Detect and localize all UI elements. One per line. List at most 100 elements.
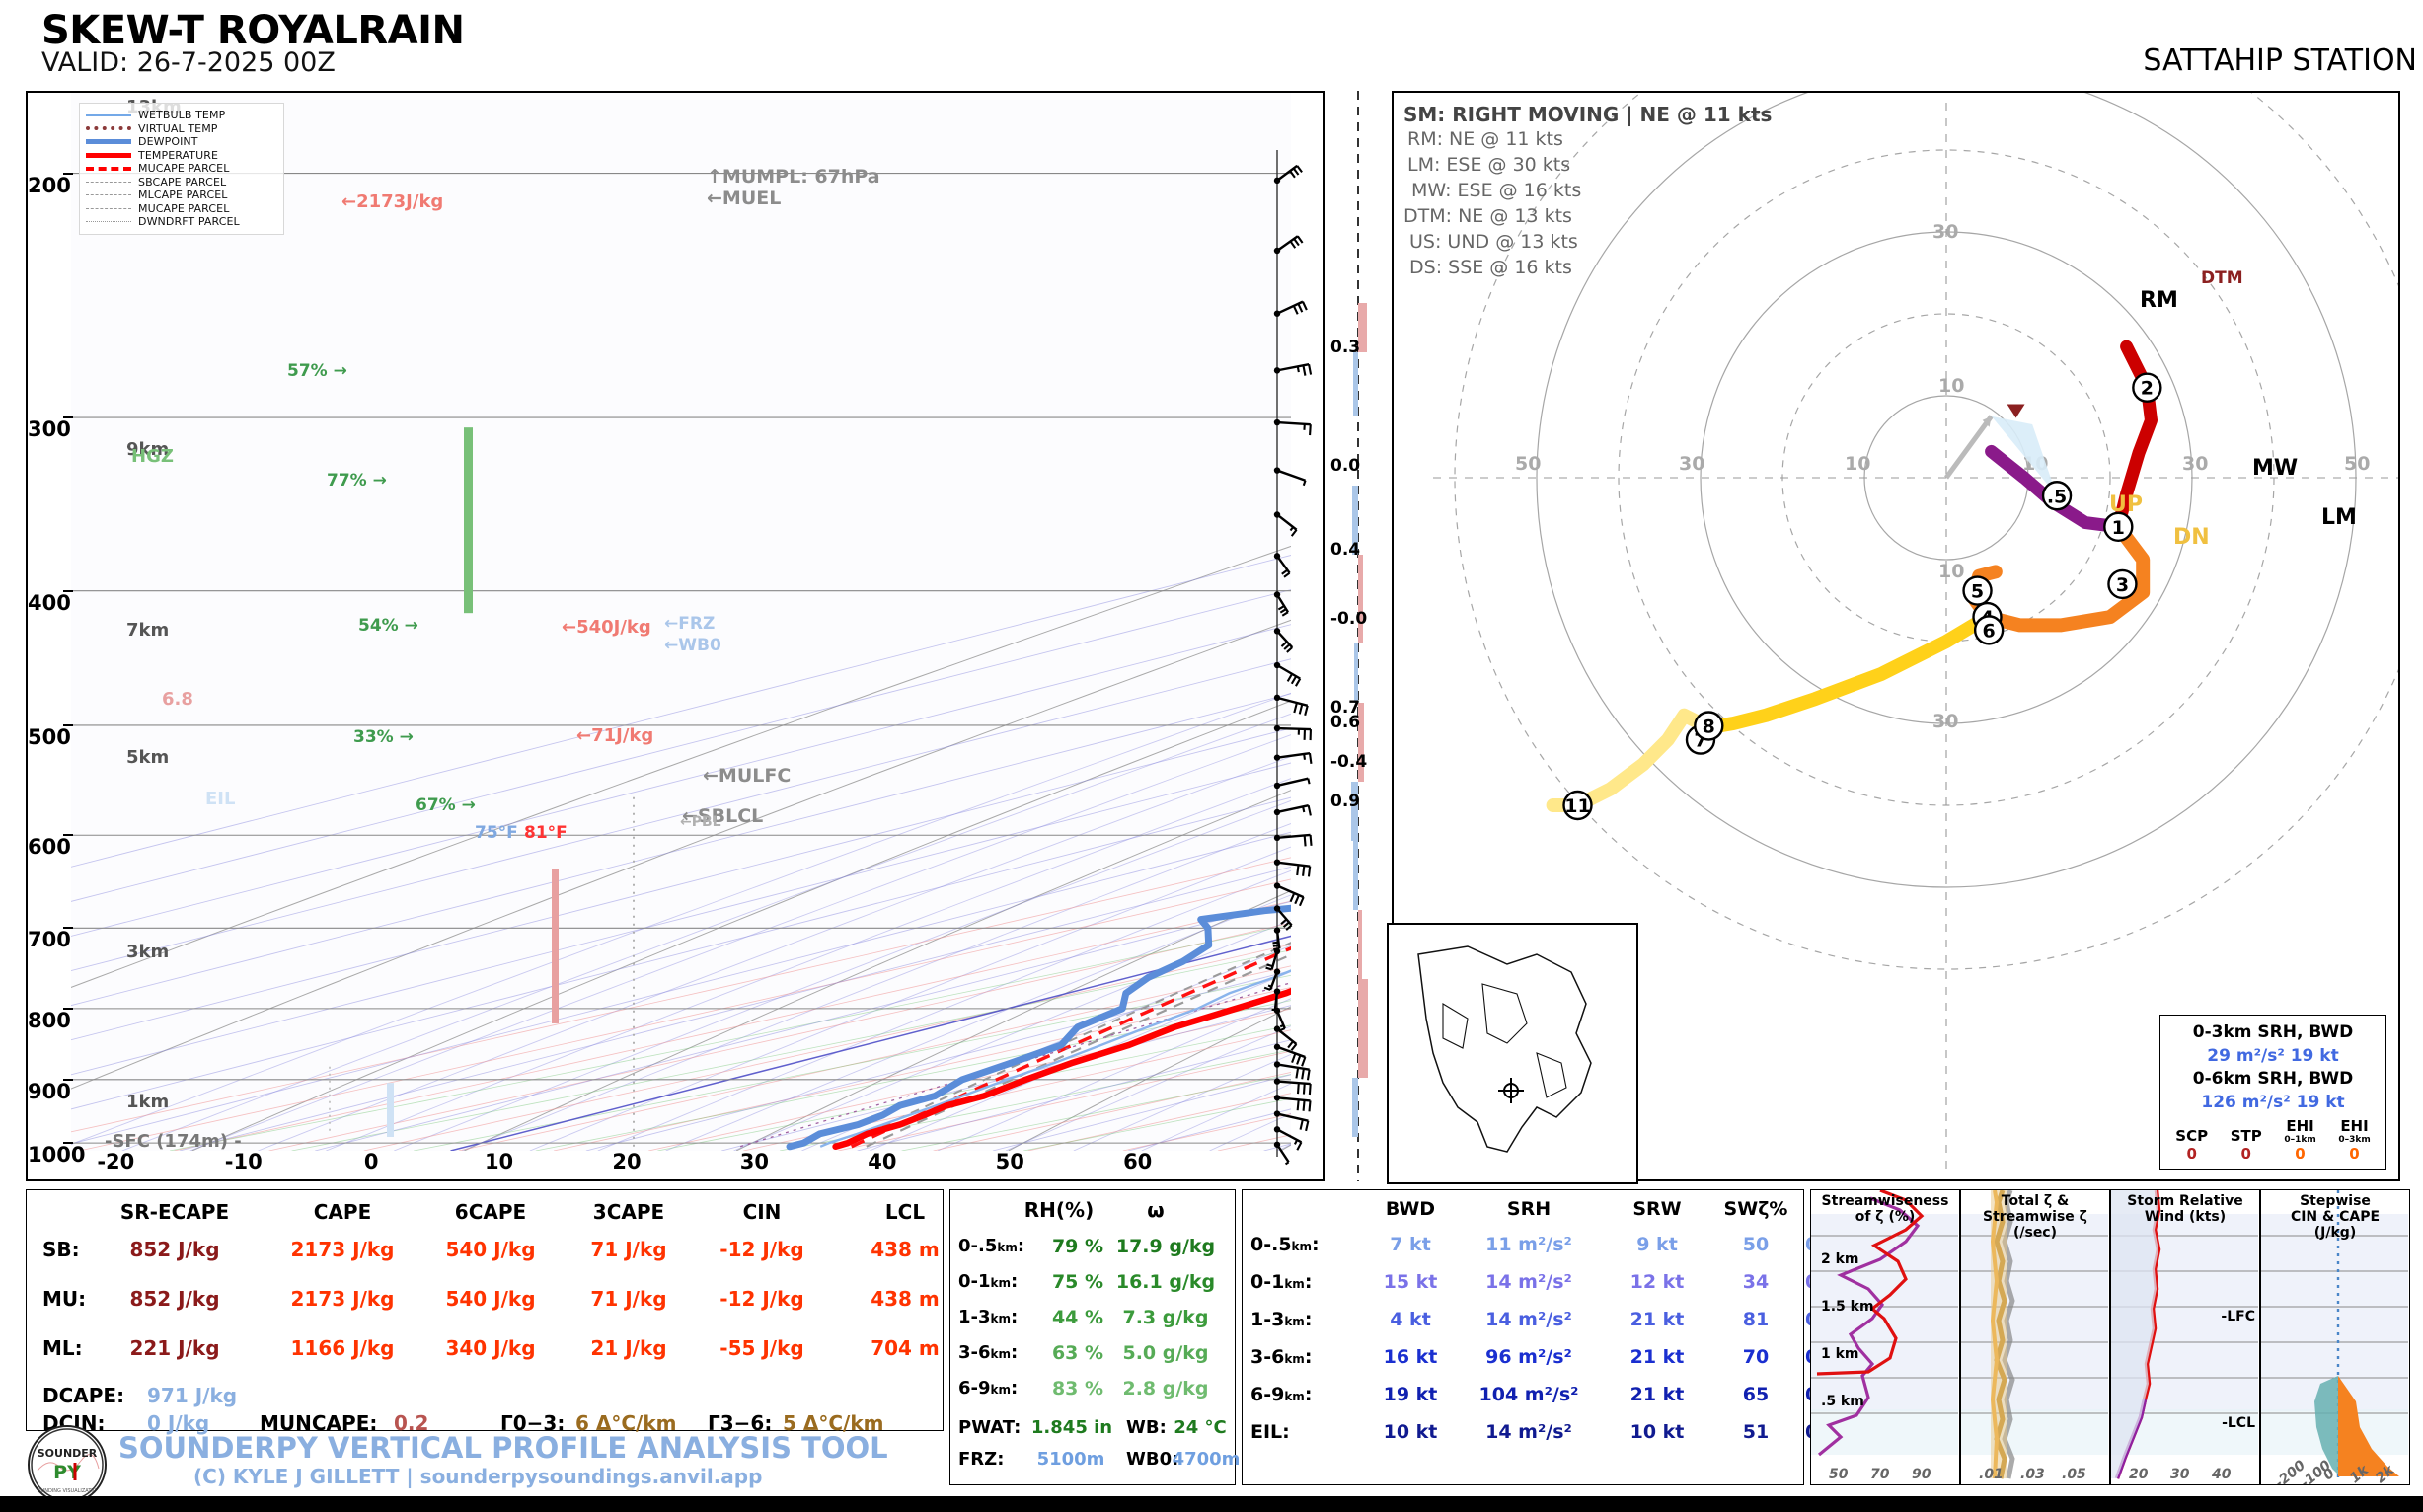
thermo-extra-value: 5 Δ°C/km	[783, 1411, 884, 1435]
svg-text:6: 6	[1983, 620, 1996, 642]
storm-motion-line: LM: ESE @ 30 kts	[1407, 154, 1571, 176]
sblcl-label: ←SBLCL	[682, 805, 764, 827]
pressure-label: 300	[28, 417, 71, 442]
kinematics-cell: 15 kt	[1383, 1271, 1438, 1293]
muel-label: ←MUEL	[707, 188, 782, 209]
wind-barb	[1273, 511, 1298, 537]
thermo-cell: 340 J/kg	[445, 1336, 536, 1360]
thermo-extra-value: 0 J/kg	[147, 1411, 210, 1435]
moisture-mixing-ratio-value: 17.9 g/kg	[1115, 1236, 1216, 1257]
wind-barb	[1273, 362, 1313, 376]
wind-barb	[1273, 1078, 1312, 1096]
moisture-rh-value: 83 %	[1051, 1378, 1104, 1399]
composite-index-cell: EHI 0–3km 0	[2338, 1117, 2370, 1163]
legend-label: DWNDRFT PARCEL	[138, 215, 240, 229]
kinematics-cell: 65	[1742, 1384, 1770, 1405]
skewt-diagram	[71, 93, 1291, 1151]
surface-dewpoint-label: 75°F	[475, 823, 518, 843]
wind-barb	[1273, 591, 1290, 617]
station-name: SATTAHIP STATION	[2143, 43, 2417, 78]
composite-index-value: 0	[2186, 1145, 2197, 1163]
wind-barbs	[1263, 150, 1313, 1166]
micro-panel-height-label: -LFC	[2221, 1309, 2255, 1324]
hodograph-ring-label: 50	[1515, 453, 1541, 475]
wind-barb	[1273, 235, 1304, 255]
hodograph-ring-label: 10	[1845, 453, 1870, 475]
legend-item: TEMPERATURE	[86, 149, 277, 163]
moisture-row-label: 0-.5km:	[958, 1236, 1025, 1256]
hodograph-ring-label: 10	[1938, 561, 1964, 582]
hodograph-height-marker: 5	[1962, 575, 1993, 606]
pressure-tick	[63, 1142, 73, 1145]
pressure-label: 900	[28, 1079, 71, 1103]
hodograph-ring-label: 30	[1932, 221, 1958, 243]
wind-barb	[1265, 947, 1281, 971]
rh-annotation: 54% →	[358, 616, 418, 636]
kinematics-cell: 19 kt	[1383, 1384, 1438, 1405]
kinematics-column-header: BWD	[1385, 1198, 1436, 1220]
micro-panel-title-line: of ζ (%)	[1855, 1209, 1916, 1226]
omega-value-label: 0.9	[1330, 792, 1361, 811]
micro-panel-axis-label: 50	[1829, 1467, 1849, 1482]
thermo-row-label: SB:	[42, 1238, 80, 1261]
thermo-cell: 221 J/kg	[129, 1336, 220, 1360]
kinematics-cell: 96 m²/s²	[1485, 1346, 1572, 1368]
kinematics-cell: 51	[1742, 1421, 1770, 1443]
micro-panel-axis-label: 40	[2212, 1467, 2232, 1482]
hodograph-height-marker: 6	[1973, 615, 2005, 645]
mulfc-label: ←MULFC	[703, 765, 792, 787]
skewt-panel[interactable]: 200 300 400 500 600 700 800 900 1000 -20 -10 0 10 20 3…	[26, 91, 1338, 1181]
omega-value-label: 0.4	[1330, 540, 1361, 560]
moisture-footer-value: 4700m	[1172, 1449, 1241, 1470]
moisture-column-header: RH(%)	[1023, 1198, 1095, 1222]
omega-value-label: 0.7	[1330, 698, 1361, 718]
thermo-row-label: MU:	[42, 1287, 87, 1311]
hodograph-tag: UP	[2109, 492, 2143, 517]
rh-annotation: 33% →	[353, 727, 414, 747]
thermo-cell: -55 J/kg	[719, 1336, 804, 1360]
micro-panel-title-line: Streamwiseness	[1821, 1193, 1949, 1209]
wind-barb	[1272, 927, 1281, 951]
micro-panel-axis-label: 20	[2129, 1467, 2149, 1482]
svg-text:PY: PY	[53, 1462, 81, 1483]
wind-barb	[1273, 661, 1302, 687]
svg-text:SOUNDER: SOUNDER	[38, 1447, 98, 1460]
bottom-bar	[0, 1496, 2423, 1512]
rh-annotation: 57% →	[287, 361, 347, 381]
storm-motion-line: DS: SSE @ 16 kts	[1409, 257, 1572, 278]
wind-barb	[1273, 300, 1308, 317]
wind-barb	[1273, 1126, 1303, 1151]
svg-text:.5: .5	[2047, 486, 2067, 507]
micro-panel-axis-label: .03	[2020, 1467, 2045, 1482]
legend-swatch	[86, 166, 131, 171]
storm-relative-wind-panel: Storm Relative Wind (kts) 20 30 40 -LFC -LCL	[2110, 1189, 2260, 1485]
legend-label: TEMPERATURE	[138, 148, 219, 162]
wind-barb	[1273, 724, 1312, 741]
thermo-column-header: 6CAPE	[454, 1200, 527, 1224]
kinematics-cell: 14 m²/s²	[1485, 1309, 1572, 1330]
composite-index-cell: EHI 0–1km 0	[2284, 1117, 2315, 1163]
moisture-column-header: ω	[1147, 1198, 1165, 1222]
micro-panel-title-line: (/sec)	[2012, 1225, 2058, 1242]
thermo-extra-label: DCAPE:	[42, 1384, 125, 1407]
temperature-tick-label: 50	[995, 1150, 1024, 1173]
kinematics-cell: 14 m²/s²	[1485, 1271, 1572, 1293]
composite-index-sub: 0–1km	[2284, 1135, 2316, 1145]
micro-panel-height-label: 1.5 km	[1821, 1299, 1874, 1315]
moisture-mixing-ratio-value: 2.8 g/kg	[1122, 1378, 1209, 1399]
thermo-extra-value: 6 Δ°C/km	[575, 1411, 677, 1435]
svg-text:8: 8	[1703, 716, 1715, 737]
legend-item: MUCAPE PARCEL	[86, 202, 277, 216]
moisture-footer-value: 5100m	[1036, 1449, 1105, 1470]
kinematics-row-label: 1-3km:	[1250, 1309, 1313, 1330]
moisture-mixing-ratio-value: 16.1 g/kg	[1115, 1271, 1216, 1293]
height-label: 7km	[126, 620, 170, 642]
kinematics-cell: 11 m²/s²	[1485, 1234, 1572, 1255]
thermo-extra-label: MUNCAPE:	[260, 1411, 378, 1435]
composite-index-sub: 0–3km	[2338, 1135, 2371, 1145]
micro-panel-title: Stepwise CIN & CAPE (J/kg)	[2261, 1193, 2409, 1241]
thermo-column-header: 3CAPE	[592, 1200, 665, 1224]
temperature-tick-label: 40	[868, 1150, 897, 1173]
kinematics-column-header: SRH	[1506, 1198, 1552, 1220]
pressure-label: 200	[28, 173, 71, 197]
